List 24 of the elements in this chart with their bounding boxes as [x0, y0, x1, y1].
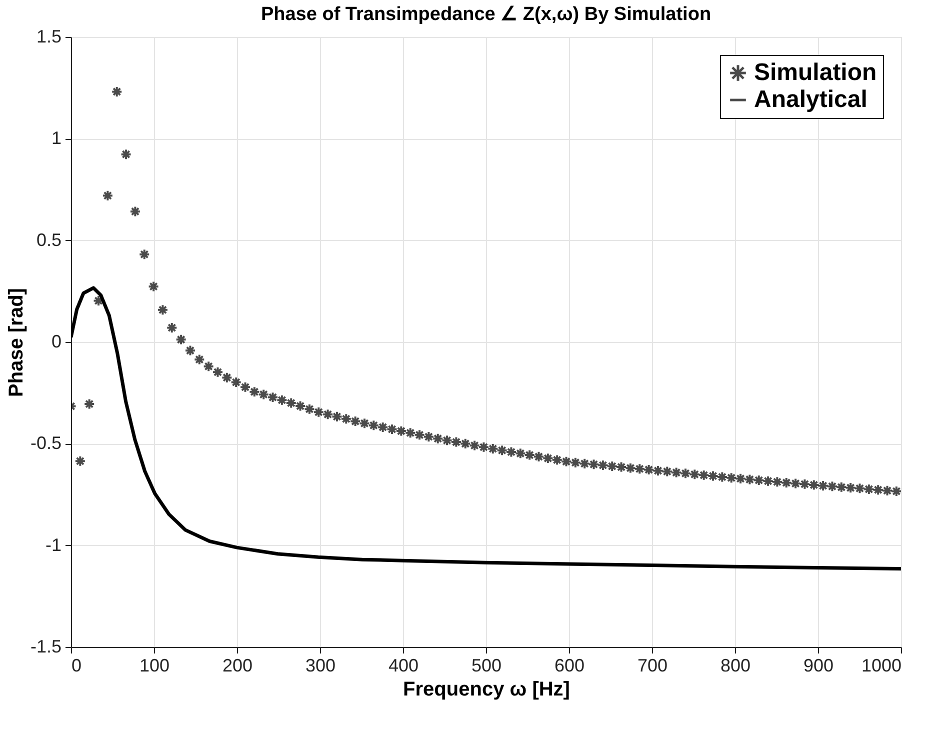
y-tick-label: -1 [45, 534, 62, 555]
x-tick-label: 800 [720, 656, 751, 676]
chart-title: Phase of Transimpedance ∠ Z(x,ω) By Simulation [260, 4, 712, 25]
x-axis-title: Frequency ω [Hz] [403, 678, 570, 700]
line-series [71, 286, 901, 570]
y-tick-label: -1.5 [30, 636, 62, 656]
y-tick-label: 0.5 [36, 230, 62, 250]
legend-label: Analytical [754, 86, 868, 113]
legend-label: Simulation [754, 59, 877, 86]
x-tick-label: 600 [554, 656, 585, 676]
x-tick-label: 1000 [861, 656, 902, 676]
y-tick-label: -0.5 [30, 433, 62, 454]
x-tick-label: 100 [139, 656, 170, 676]
x-tick-label: 300 [305, 656, 336, 676]
y-tick-label: 1.5 [36, 26, 62, 46]
y-tick-label: 0 [51, 332, 62, 352]
x-tick-label: 0 [72, 656, 82, 676]
x-tick-label: 900 [803, 656, 834, 676]
x-tick-label: 400 [388, 656, 419, 676]
y-axis-title: Phase [rad] [5, 288, 28, 397]
x-tick-label: 200 [222, 656, 253, 676]
x-tick-label: 700 [637, 656, 668, 676]
x-tick-label: 500 [471, 656, 502, 676]
y-tick-label: 1 [51, 128, 62, 148]
